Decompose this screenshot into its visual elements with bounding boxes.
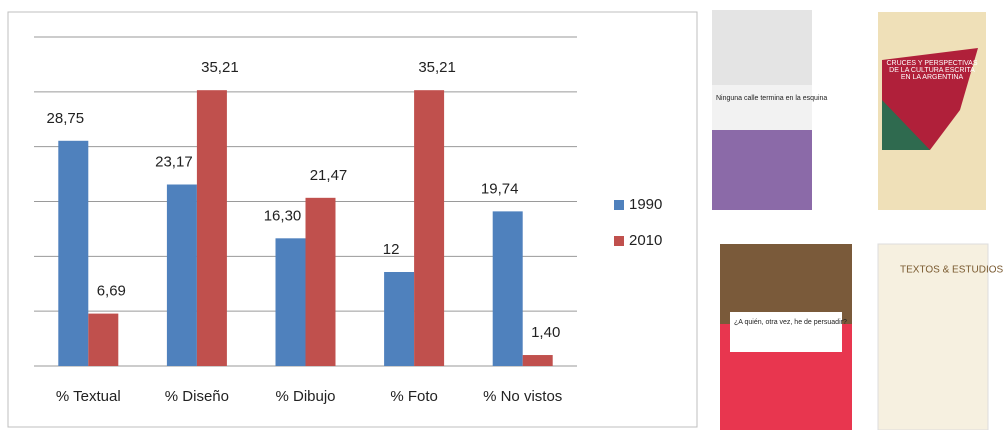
- cover-shape: [882, 48, 978, 150]
- book-covers: Ninguna calle termina en la esquina CRUC…: [712, 10, 1003, 431]
- cover-title: TEXTOS & ESTUDIOS: [900, 265, 1003, 276]
- legend-label: 2010: [629, 232, 662, 249]
- data-label: 19,74: [481, 180, 519, 197]
- bar: [196, 90, 227, 367]
- legend-swatch: [614, 236, 624, 246]
- bar: [414, 90, 445, 367]
- cover-painting: [720, 244, 852, 324]
- cover-shape: [882, 100, 930, 150]
- bar: [166, 184, 197, 366]
- cover-title-box: CRUCES Y PERSPECTIVAS DE LA CULTURA ESCR…: [886, 60, 978, 81]
- bar: [522, 355, 553, 366]
- bar: [384, 272, 415, 366]
- cover-title: ¿A quién, otra vez, he de persuadir?: [734, 319, 847, 326]
- data-label: 6,69: [97, 283, 126, 300]
- x-tick-label: % Foto: [390, 388, 438, 405]
- legend-swatch: [614, 200, 624, 210]
- data-label: 1,40: [531, 324, 560, 341]
- data-label: 23,17: [155, 153, 193, 170]
- cover-photo: [712, 10, 812, 85]
- bar: [275, 238, 306, 366]
- bar: [88, 313, 119, 366]
- x-tick-label: % Diseño: [165, 388, 229, 405]
- chart-frame: [7, 11, 698, 428]
- cover-title: CRUCES Y PERSPECTIVAS DE LA CULTURA ESCR…: [886, 60, 978, 81]
- legend-label: 1990: [629, 196, 662, 213]
- bar: [492, 211, 523, 366]
- cover-band: [712, 85, 812, 130]
- cover-label: [730, 312, 842, 352]
- cover-title: Ninguna calle termina en la esquina: [716, 95, 827, 102]
- bar: [305, 197, 336, 366]
- data-label: 16,30: [264, 207, 302, 224]
- x-tick-label: % Textual: [56, 388, 121, 405]
- x-tick-label: % Dibujo: [275, 388, 335, 405]
- x-tick-label: % No vistos: [483, 388, 562, 405]
- data-label: 35,21: [418, 59, 456, 76]
- data-label: 21,47: [310, 167, 348, 184]
- bar: [58, 140, 89, 366]
- data-label: 35,21: [201, 59, 239, 76]
- data-label: 28,75: [47, 110, 85, 127]
- data-label: 12: [383, 241, 400, 258]
